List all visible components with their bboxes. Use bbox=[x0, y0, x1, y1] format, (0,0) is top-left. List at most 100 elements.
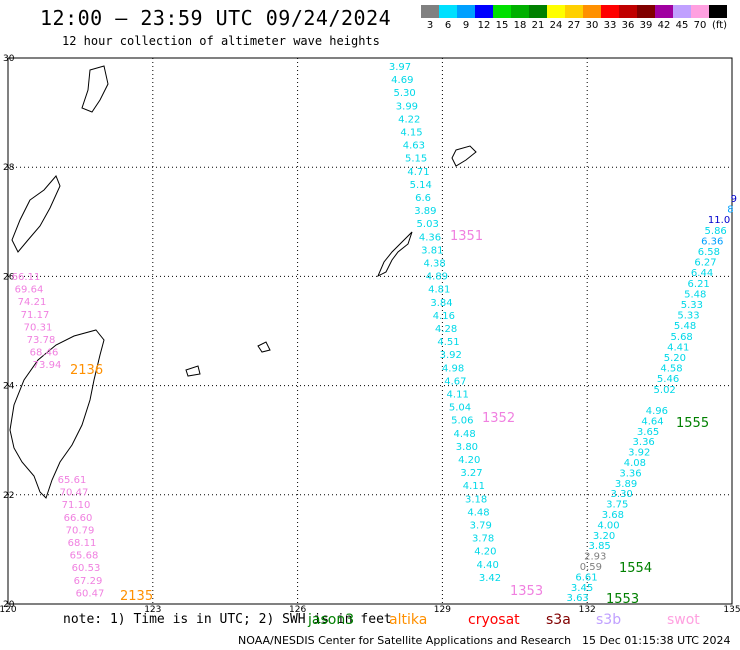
swh-value-label: 5.48 bbox=[674, 321, 696, 332]
scale-label: 18 bbox=[513, 20, 527, 31]
scale-swatch bbox=[673, 5, 691, 18]
scale-bin: 3 bbox=[421, 5, 439, 31]
swh-value-label: 9 bbox=[731, 194, 737, 205]
satellite-legend-item: cryosat bbox=[468, 612, 520, 628]
swh-value-label: 5.14 bbox=[410, 180, 432, 191]
scale-bin bbox=[709, 5, 727, 31]
swh-value-label: 3.42 bbox=[479, 573, 501, 584]
lon-tick-label: 120 bbox=[0, 605, 17, 615]
swh-value-label: 5.33 bbox=[677, 311, 699, 322]
scale-bin: 6 bbox=[439, 5, 457, 31]
scale-label: 45 bbox=[675, 20, 689, 31]
scale-bin: 42 bbox=[655, 5, 673, 31]
scale-bin: 70 bbox=[691, 5, 709, 31]
scale-bin: 18 bbox=[511, 5, 529, 31]
swh-value-label: 4.81 bbox=[428, 285, 450, 296]
swh-value-label: 6.44 bbox=[691, 268, 713, 279]
swh-value-label: 6.36 bbox=[701, 236, 723, 247]
swh-value-label: 4.69 bbox=[391, 75, 413, 86]
swh-value-label: 70.47 bbox=[60, 488, 89, 499]
swh-value-label: 5.68 bbox=[671, 332, 693, 343]
scale-label: 30 bbox=[585, 20, 599, 31]
satellite-legend-item: s3a bbox=[546, 612, 571, 628]
swh-value-label: 5.06 bbox=[451, 416, 473, 427]
swh-value-label: 3.79 bbox=[470, 521, 492, 532]
swh-value-label: 4.08 bbox=[624, 458, 646, 469]
swh-value-label: 67.29 bbox=[74, 576, 103, 587]
scale-swatch bbox=[457, 5, 475, 18]
swh-value-label: 3.80 bbox=[456, 442, 478, 453]
pass-time-label: 1553 bbox=[606, 592, 639, 607]
china-coastline bbox=[81, 65, 109, 113]
map-subtitle: 12 hour collection of altimeter wave hei… bbox=[62, 34, 380, 48]
swh-value-label: 4.64 bbox=[641, 416, 663, 427]
swh-value-label: 6.21 bbox=[688, 279, 710, 290]
scale-label: 3 bbox=[426, 20, 434, 31]
swh-value-label: 4.71 bbox=[407, 167, 429, 178]
scale-swatch bbox=[475, 5, 493, 18]
swh-value-label: 66.11 bbox=[12, 272, 41, 283]
swh-value-label: 3.81 bbox=[421, 245, 443, 256]
scale-label: 39 bbox=[639, 20, 653, 31]
scale-bin: 39 bbox=[637, 5, 655, 31]
satellite-legend-item: s3b bbox=[596, 612, 622, 628]
swh-value-label: 0.59 bbox=[580, 562, 602, 573]
swh-value-label: 3.18 bbox=[465, 494, 487, 505]
swh-value-label: 4.48 bbox=[467, 507, 489, 518]
swh-value-label: 5.46 bbox=[657, 374, 679, 385]
swh-value-label: 4.15 bbox=[400, 128, 422, 139]
swh-value-label: 60.47 bbox=[76, 588, 105, 599]
scale-swatch bbox=[493, 5, 511, 18]
satellite-legend-item: jason3 bbox=[308, 612, 355, 628]
pass-time-label: 1353 bbox=[510, 584, 543, 599]
lon-tick-label: 129 bbox=[434, 605, 451, 615]
scale-swatch bbox=[655, 5, 673, 18]
lon-tick-label: 123 bbox=[144, 605, 161, 615]
scale-swatch bbox=[421, 5, 439, 18]
lat-tick-label: 26 bbox=[3, 272, 15, 282]
swh-value-label: 70.79 bbox=[66, 525, 95, 536]
map-title: 12:00 – 23:59 UTC 09/24/2024 bbox=[40, 6, 392, 30]
scale-label: 24 bbox=[549, 20, 563, 31]
pass-time-label: 2136 bbox=[70, 363, 103, 378]
swh-value-label: 68.11 bbox=[68, 538, 97, 549]
swh-value-label: 3.85 bbox=[589, 541, 611, 552]
swh-value-label: 68.46 bbox=[30, 348, 59, 359]
scale-label: 42 bbox=[657, 20, 671, 31]
swh-value-label: 5.03 bbox=[417, 219, 439, 230]
swh-value-label: 6.6 bbox=[415, 193, 431, 204]
scale-label: 33 bbox=[603, 20, 617, 31]
scale-bin: 33 bbox=[601, 5, 619, 31]
swh-value-label: 3.92 bbox=[440, 350, 462, 361]
swh-value-label: 5.02 bbox=[654, 385, 676, 396]
scale-swatch bbox=[511, 5, 529, 18]
swh-value-label: 3.84 bbox=[430, 298, 452, 309]
swh-value-label: 70.31 bbox=[24, 322, 53, 333]
swh-value-label: 5.86 bbox=[705, 226, 727, 237]
scale-bin: 45 bbox=[673, 5, 691, 31]
swh-value-label: 73.78 bbox=[27, 335, 56, 346]
swh-value-label: 4.38 bbox=[423, 259, 445, 270]
swh-value-label: 4.20 bbox=[474, 547, 496, 558]
taiwan-coastline bbox=[9, 329, 105, 499]
satellite-legend-item: altika bbox=[389, 612, 428, 628]
wave-height-color-scale: 3 6 9 12 15 18 21 24 27 30 33 36 39 42 45 70 bbox=[421, 5, 727, 31]
lon-tick-label: 135 bbox=[723, 605, 740, 615]
scale-swatch bbox=[619, 5, 637, 18]
swh-value-label: 69.64 bbox=[15, 285, 44, 296]
swh-value-label: 4.20 bbox=[458, 455, 480, 466]
scale-swatch bbox=[637, 5, 655, 18]
swh-value-label: 71.17 bbox=[21, 310, 50, 321]
scale-label: 36 bbox=[621, 20, 635, 31]
scale-label: 6 bbox=[444, 20, 452, 31]
swh-value-label: 4.11 bbox=[447, 390, 469, 401]
swh-value-label: 3.99 bbox=[396, 101, 418, 112]
scale-label: 21 bbox=[531, 20, 545, 31]
pass-time-label: 1555 bbox=[676, 416, 709, 431]
footer-timestamp: 15 Dec 01:15:38 UTC 2024 bbox=[582, 634, 731, 647]
scale-swatch bbox=[601, 5, 619, 18]
swh-value-label: 3.36 bbox=[619, 468, 641, 479]
scale-unit-label: (ft) bbox=[712, 20, 728, 31]
satellite-legend-item: swot bbox=[667, 612, 700, 628]
